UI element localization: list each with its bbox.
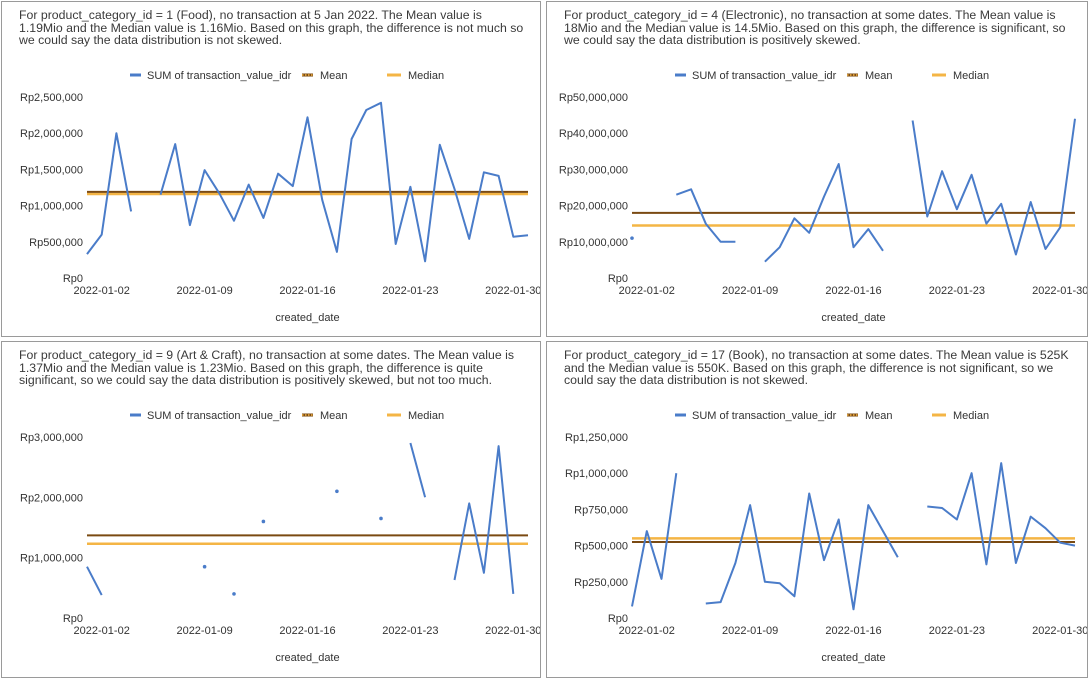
x-axis-title: created_date: [821, 652, 885, 664]
x-tick-label: 2022-01-09: [722, 285, 778, 297]
chart-panel-art-craft: For product_category_id = 9 (Art & Craft…: [1, 341, 541, 678]
y-tick-label: Rp0: [608, 613, 628, 625]
y-tick-label: Rp1,000,000: [565, 468, 628, 480]
data-point: [261, 519, 266, 524]
x-axis-title: created_date: [275, 312, 339, 324]
x-tick-label: 2022-01-23: [929, 285, 985, 297]
x-tick-label: 2022-01-30: [1032, 285, 1088, 297]
x-tick-label: 2022-01-16: [825, 285, 881, 297]
y-tick-label: Rp3,000,000: [20, 432, 83, 444]
x-tick-label: 2022-01-16: [279, 285, 335, 297]
y-tick-label: Rp500,000: [574, 541, 628, 553]
series-line-segment: [86, 566, 103, 596]
series-line-segment: [705, 492, 899, 611]
legend-label-mean: Mean: [320, 70, 348, 82]
data-point: [630, 236, 634, 240]
x-tick-label: 2022-01-30: [1032, 625, 1088, 637]
y-tick-label: Rp20,000,000: [559, 201, 628, 213]
series-line-segment: [86, 132, 133, 255]
x-axis-title: created_date: [821, 312, 885, 324]
y-tick-label: Rp250,000: [574, 577, 628, 589]
x-tick-label: 2022-01-02: [74, 285, 130, 297]
series-line-segment: [453, 445, 515, 594]
legend-label-mean: Mean: [865, 410, 893, 422]
series-line-segment: [631, 473, 678, 607]
x-tick-label: 2022-01-23: [382, 285, 438, 297]
x-tick-label: 2022-01-16: [279, 625, 335, 637]
chart-panel-electronic: For product_category_id = 4 (Electronic)…: [546, 1, 1088, 337]
series-line-segment: [764, 163, 884, 263]
chart-svg: SUM of transaction_value_idr Mean Median Rp…: [20, 70, 541, 324]
y-tick-label: Rp2,000,000: [20, 128, 83, 140]
data-point: [232, 592, 236, 596]
series-line-segment: [927, 462, 1076, 566]
x-tick-label: 2022-01-09: [722, 625, 778, 637]
chart-svg: SUM of transaction_value_idr Mean Median Rp…: [565, 410, 1088, 664]
y-tick-label: Rp1,000,000: [20, 201, 83, 213]
x-tick-label: 2022-01-09: [176, 285, 232, 297]
y-tick-label: Rp500,000: [29, 237, 83, 249]
chart-description: For product_category_id = 4 (Electronic)…: [564, 8, 1066, 47]
series-line-segment: [409, 442, 427, 498]
x-tick-label: 2022-01-02: [619, 285, 675, 297]
y-tick-label: Rp10,000,000: [559, 237, 628, 249]
y-tick-label: Rp1,000,000: [20, 553, 83, 565]
legend-label-series: SUM of transaction_value_idr: [692, 410, 837, 422]
chart-panel-food: For product_category_id = 1 (Food), no t…: [1, 1, 541, 337]
legend: SUM of transaction_value_idr Mean Median: [675, 70, 989, 82]
series-line-segment: [911, 118, 1076, 256]
legend-label-series: SUM of transaction_value_idr: [147, 410, 292, 422]
legend-label-series: SUM of transaction_value_idr: [692, 70, 837, 82]
y-tick-label: Rp0: [63, 613, 83, 625]
y-tick-label: Rp2,500,000: [20, 92, 83, 104]
legend: SUM of transaction_value_idr Mean Median: [130, 70, 444, 82]
legend-label-median: Median: [953, 410, 989, 422]
legend: SUM of transaction_value_idr Mean Median: [130, 410, 444, 422]
legend: SUM of transaction_value_idr Mean Median: [675, 410, 989, 422]
data-point: [202, 564, 207, 569]
chart-svg: SUM of transaction_value_idr Mean Median Rp…: [20, 410, 541, 664]
y-tick-label: Rp40,000,000: [559, 128, 628, 140]
legend-label-median: Median: [408, 410, 444, 422]
legend-label-median: Median: [953, 70, 989, 82]
chart-description: For product_category_id = 1 (Food), no t…: [19, 8, 524, 47]
chart-svg: SUM of transaction_value_idr Mean Median Rp…: [559, 70, 1088, 324]
x-tick-label: 2022-01-23: [929, 625, 985, 637]
series-line-segment: [159, 101, 529, 263]
chart-panel-book: For product_category_id = 17 (Book), no …: [546, 341, 1088, 678]
series-line-segment: [675, 188, 736, 243]
y-tick-label: Rp2,000,000: [20, 492, 83, 504]
y-tick-label: Rp0: [608, 273, 628, 285]
x-tick-label: 2022-01-16: [825, 625, 881, 637]
data-point: [335, 489, 339, 494]
legend-label-mean: Mean: [865, 70, 893, 82]
chart-description: For product_category_id = 17 (Book), no …: [564, 348, 1069, 387]
legend-label-median: Median: [408, 70, 444, 82]
x-tick-label: 2022-01-23: [382, 625, 438, 637]
x-tick-label: 2022-01-09: [176, 625, 232, 637]
x-tick-label: 2022-01-30: [485, 625, 541, 637]
y-tick-label: Rp1,250,000: [565, 432, 628, 444]
x-tick-label: 2022-01-02: [74, 625, 130, 637]
legend-label-series: SUM of transaction_value_idr: [147, 70, 292, 82]
x-tick-label: 2022-01-30: [485, 285, 541, 297]
chart-description: For product_category_id = 9 (Art & Craft…: [19, 348, 514, 387]
y-tick-label: Rp1,500,000: [20, 164, 83, 176]
data-point: [379, 516, 383, 521]
y-tick-label: Rp30,000,000: [559, 164, 628, 176]
y-tick-label: Rp50,000,000: [559, 92, 628, 104]
x-tick-label: 2022-01-02: [619, 625, 675, 637]
x-axis-title: created_date: [275, 652, 339, 664]
y-tick-label: Rp750,000: [574, 504, 628, 516]
legend-label-mean: Mean: [320, 410, 348, 422]
y-tick-label: Rp0: [63, 273, 83, 285]
